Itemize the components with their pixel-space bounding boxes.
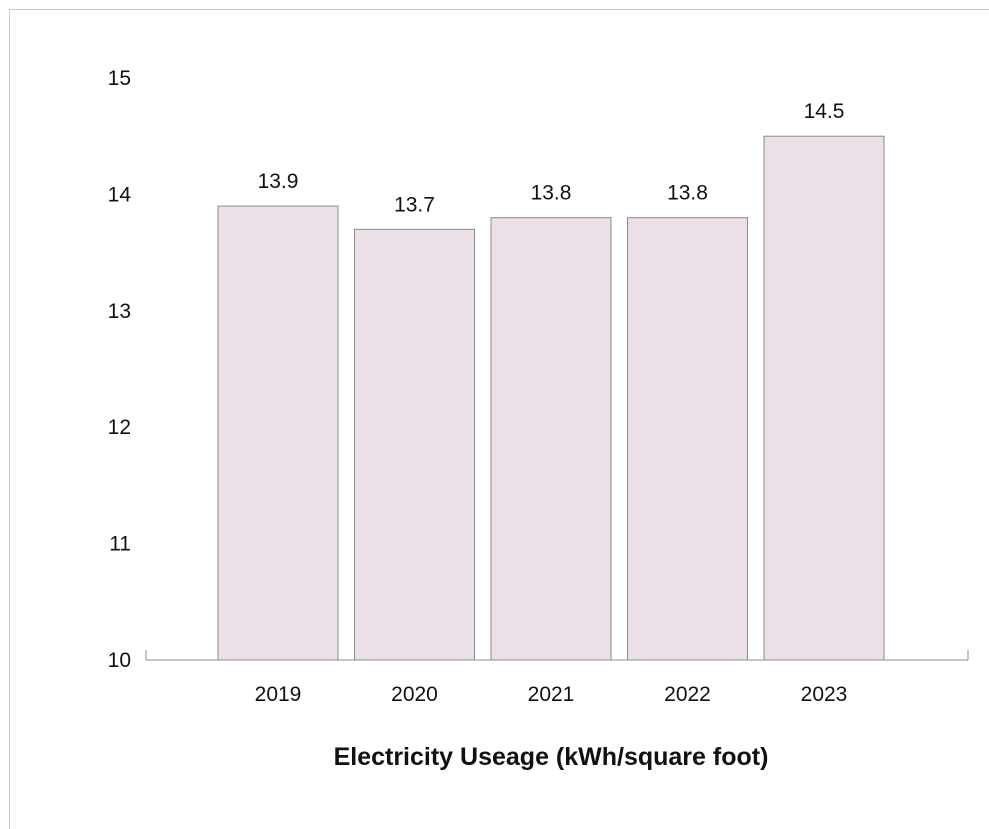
- y-tick-label: 15: [108, 67, 131, 90]
- y-tick-label: 13: [108, 300, 131, 323]
- bar-2022: [627, 217, 748, 661]
- bar-2020: [354, 228, 475, 661]
- x-axis-title: Electricity Useage (kWh/square foot): [334, 743, 769, 771]
- data-label-2023: 14.5: [804, 100, 845, 123]
- x-tick-label: 2021: [528, 683, 575, 706]
- y-axis-tick-labels: 10 11 12 13 14 15: [108, 67, 132, 672]
- y-tick-label: 14: [108, 183, 132, 206]
- x-tick-label: 2020: [391, 683, 438, 706]
- bar-2023: [763, 135, 885, 661]
- data-labels: 13.9 13.7 13.8 13.8 14.5: [258, 100, 845, 216]
- x-axis-tick-labels: 2019 2020 2021 2022 2023: [255, 683, 848, 706]
- x-tick-label: 2022: [664, 683, 711, 706]
- bar-2019: [217, 205, 339, 661]
- data-label-2022: 13.8: [667, 182, 708, 205]
- y-tick-label: 10: [108, 649, 131, 672]
- chart-frame: [9, 9, 989, 829]
- data-label-2019: 13.9: [258, 170, 299, 193]
- data-label-2020: 13.7: [394, 193, 435, 216]
- x-tick-label: 2019: [255, 683, 302, 706]
- y-tick-label: 11: [109, 533, 131, 556]
- bars: [217, 135, 885, 661]
- y-tick-label: 12: [108, 416, 131, 439]
- data-label-2021: 13.8: [531, 182, 572, 205]
- bar-2021: [490, 217, 612, 661]
- x-tick-label: 2023: [801, 683, 848, 706]
